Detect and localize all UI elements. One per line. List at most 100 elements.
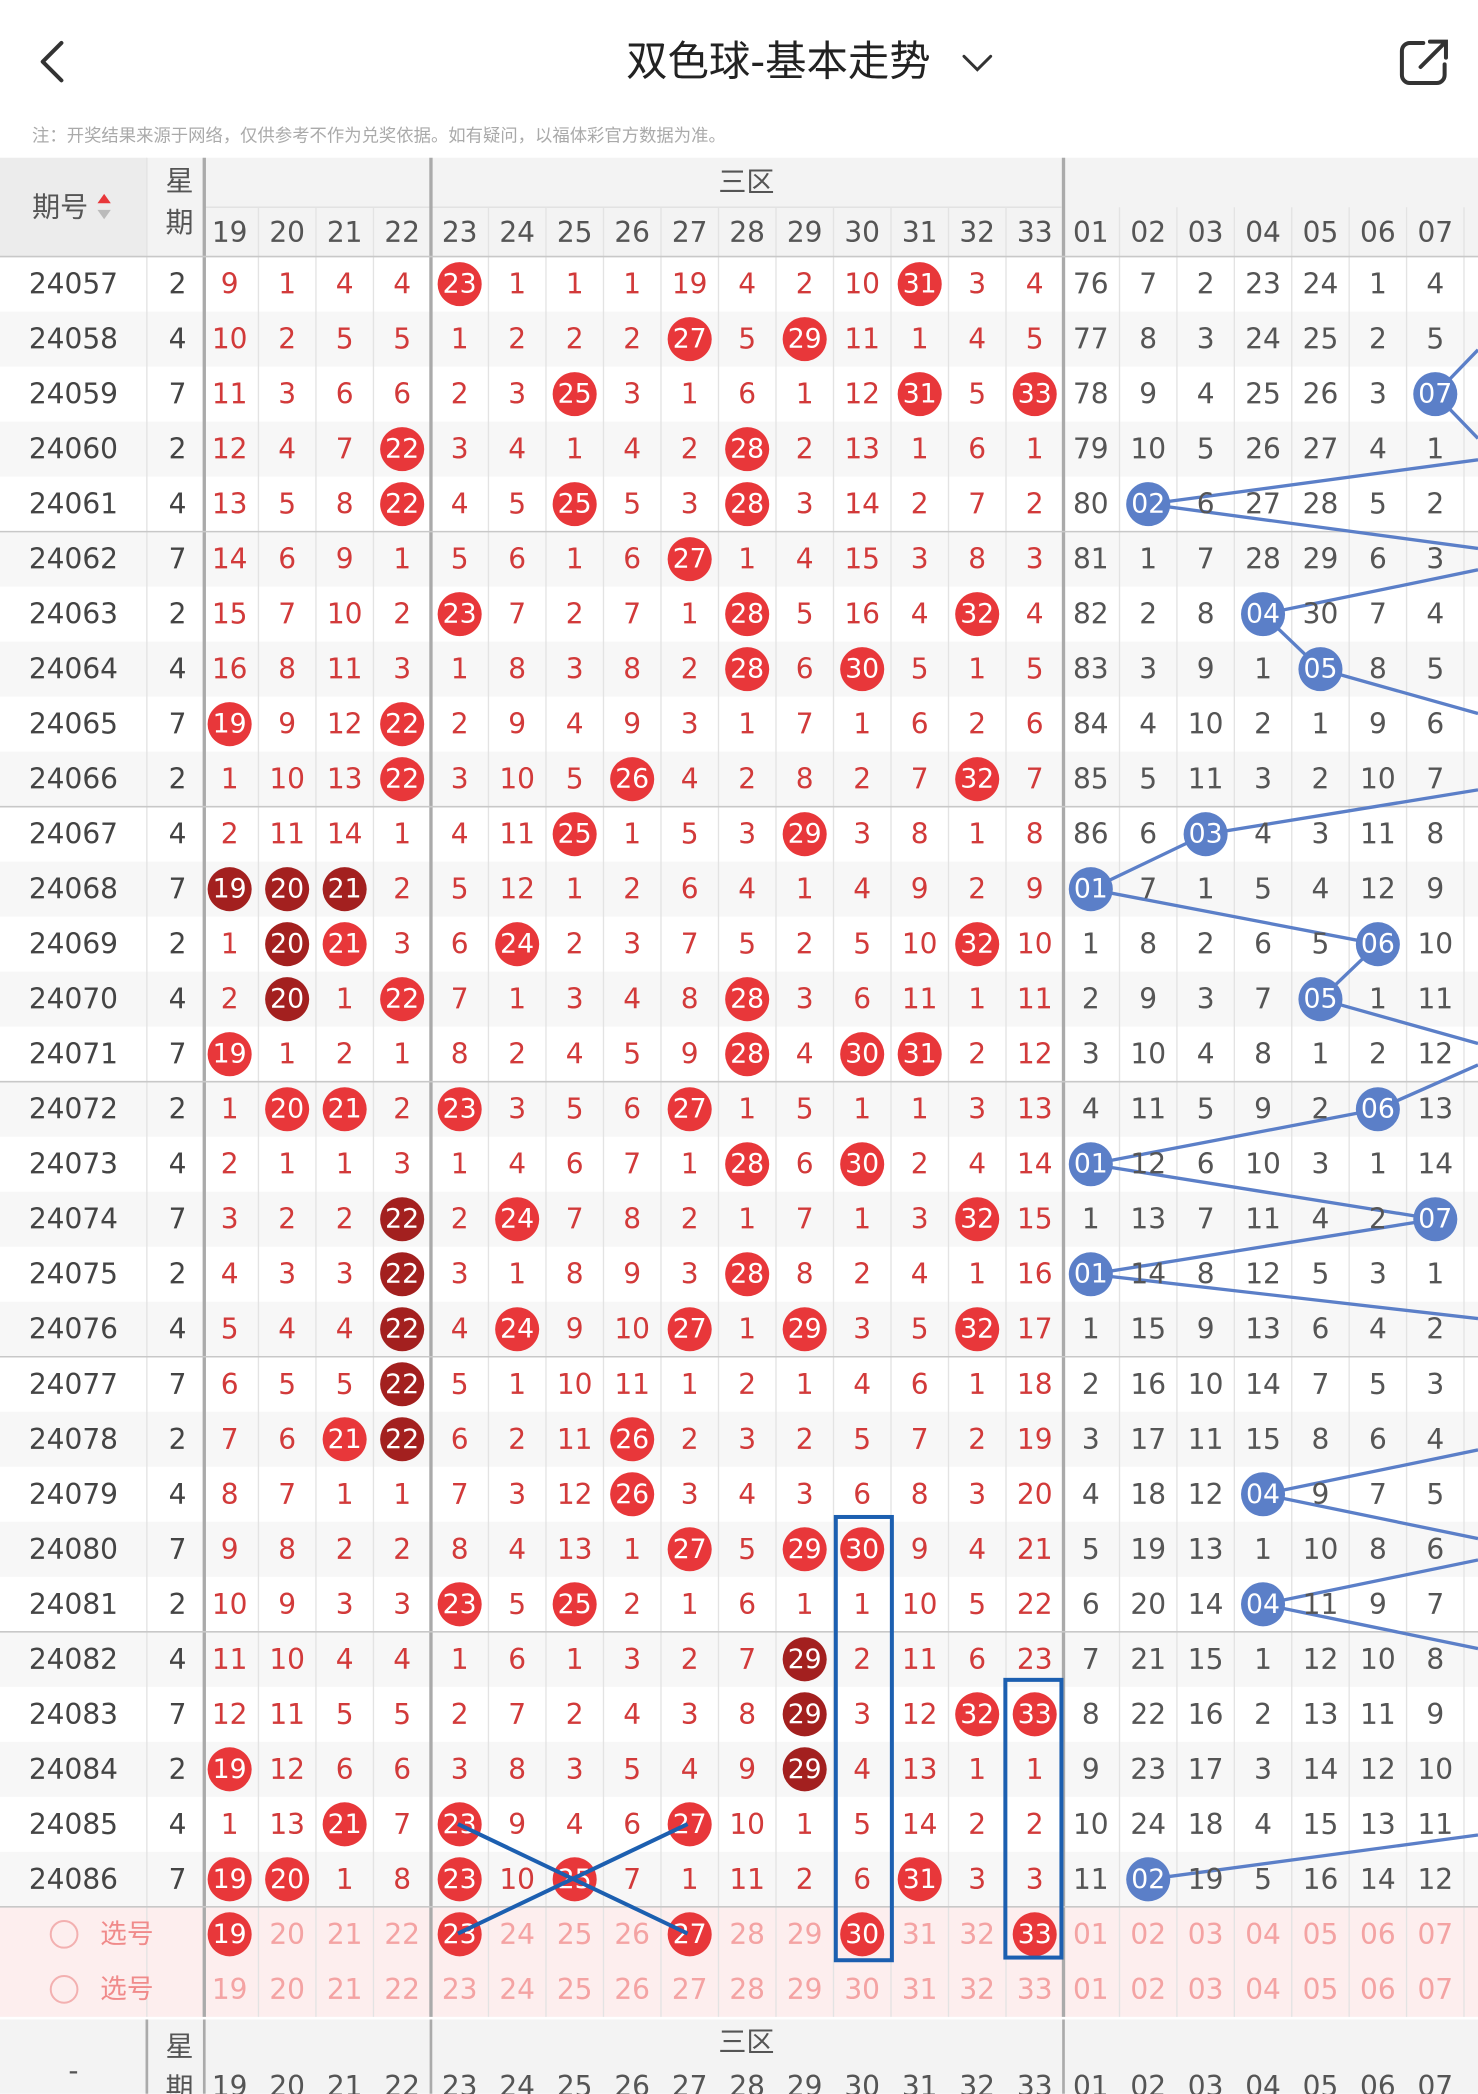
blue-omission: 15 — [1130, 1313, 1166, 1346]
column-label: 29 — [787, 216, 823, 249]
issue-number: 24061 — [29, 488, 118, 521]
blue-omission: 13 — [1245, 1313, 1281, 1346]
pick-number[interactable]: 22 — [384, 1918, 420, 1951]
issue-number: 24072 — [29, 1093, 118, 1126]
pick-number[interactable]: 32 — [959, 1918, 995, 1951]
pick-number[interactable]: 20 — [269, 1918, 305, 1951]
selected-ball[interactable] — [667, 1912, 712, 1957]
red-omission: 12 — [557, 1478, 593, 1511]
pick-number[interactable]: 26 — [614, 1918, 650, 1951]
issue-header[interactable]: 期号 — [32, 191, 88, 224]
pick-number[interactable]: 29 — [787, 1973, 823, 2006]
pick-number[interactable]: 01 — [1073, 1973, 1109, 2006]
pick-number[interactable]: 26 — [614, 1973, 650, 2006]
title-dropdown[interactable]: 双色球-基本走势 — [626, 38, 993, 86]
row-stripe — [0, 1411, 1478, 1467]
selected-ball[interactable] — [840, 1912, 885, 1957]
pick-number[interactable]: 21 — [327, 1918, 363, 1951]
red-omission: 2 — [911, 1148, 929, 1181]
red-ball-number: 32 — [960, 764, 994, 795]
blue-omission: 14 — [1417, 1148, 1453, 1181]
pick-label[interactable]: 选号 — [100, 1974, 153, 2005]
blue-omission: 14 — [1245, 1368, 1281, 1401]
sort-up[interactable] — [97, 193, 111, 204]
red-omission: 16 — [212, 653, 248, 686]
red-omission: 1 — [623, 268, 641, 301]
pick-number[interactable]: 03 — [1188, 1973, 1224, 2006]
pick-label[interactable]: 选号 — [100, 1919, 153, 1950]
pick-number[interactable]: 24 — [499, 1918, 535, 1951]
selected-ball[interactable] — [207, 1912, 252, 1957]
share-button[interactable] — [1399, 39, 1448, 86]
red-omission: 1 — [968, 983, 986, 1016]
pick-number[interactable]: 05 — [1303, 1973, 1339, 2006]
selected-number[interactable]: 33 — [1018, 1919, 1052, 1950]
red-omission: 4 — [968, 1148, 986, 1181]
pick-number[interactable]: 04 — [1245, 1973, 1281, 2006]
selected-number[interactable]: 30 — [845, 1919, 879, 1950]
pick-number[interactable]: 03 — [1188, 1918, 1224, 1951]
blue-ball-number: 01 — [1074, 1149, 1108, 1180]
blue-omission: 6 — [1426, 1533, 1444, 1566]
pick-number[interactable]: 06 — [1360, 1973, 1396, 2006]
pick-checkbox[interactable] — [49, 1919, 79, 1949]
trend-line — [1320, 667, 1478, 716]
blue-ball — [1413, 1197, 1458, 1242]
red-omission: 4 — [451, 1313, 469, 1346]
pick-number[interactable]: 25 — [557, 1918, 593, 1951]
red-omission: 8 — [451, 1038, 469, 1071]
red-ball-number: 22 — [385, 489, 419, 520]
blue-omission: 8 — [1082, 1698, 1100, 1731]
blue-omission: 2 — [1369, 1203, 1387, 1236]
pick-number[interactable]: 28 — [729, 1918, 765, 1951]
pick-number[interactable]: 02 — [1130, 1918, 1166, 1951]
pick-number[interactable]: 29 — [787, 1918, 823, 1951]
pick-number[interactable]: 04 — [1245, 1918, 1281, 1951]
blue-omission: 2 — [1312, 1093, 1330, 1126]
pick-number[interactable]: 07 — [1417, 1973, 1453, 2006]
pick-checkbox[interactable] — [49, 1974, 79, 2004]
blue-omission: 16 — [1303, 1863, 1339, 1896]
blue-ball — [1241, 1582, 1286, 1627]
pick-number[interactable]: 27 — [672, 1973, 708, 2006]
sort-down[interactable] — [97, 209, 111, 220]
red-omission: 4 — [738, 1478, 756, 1511]
red-omission: 1 — [1026, 1753, 1044, 1786]
back-button[interactable] — [40, 40, 64, 83]
pick-number[interactable]: 28 — [729, 1973, 765, 2006]
blue-omission: 2 — [1369, 323, 1387, 356]
pick-number[interactable]: 19 — [212, 1973, 248, 2006]
pick-number[interactable]: 32 — [959, 1973, 995, 2006]
pick-number[interactable]: 07 — [1417, 1918, 1453, 1951]
red-omission: 7 — [508, 1698, 526, 1731]
red-omission: 3 — [508, 1093, 526, 1126]
pick-number[interactable]: 21 — [327, 1973, 363, 2006]
red-omission: 5 — [796, 1093, 814, 1126]
selected-number[interactable]: 19 — [213, 1919, 247, 1950]
selected-number[interactable]: 27 — [673, 1919, 707, 1950]
pick-number[interactable]: 25 — [557, 1973, 593, 2006]
red-omission: 7 — [911, 763, 929, 796]
pick-number[interactable]: 31 — [902, 1973, 938, 2006]
pick-number[interactable]: 33 — [1017, 1973, 1053, 2006]
pick-number[interactable]: 24 — [499, 1973, 535, 2006]
pick-number[interactable]: 20 — [269, 1973, 305, 2006]
pick-number[interactable]: 01 — [1073, 1918, 1109, 1951]
red-omission: 2 — [681, 653, 699, 686]
blue-omission: 4 — [1426, 1423, 1444, 1456]
pick-number[interactable]: 06 — [1360, 1918, 1396, 1951]
selected-ball[interactable] — [1012, 1912, 1057, 1957]
red-omission: 3 — [623, 378, 641, 411]
pick-number[interactable]: 05 — [1303, 1918, 1339, 1951]
issue-number: 24086 — [29, 1863, 118, 1896]
pick-number[interactable]: 31 — [902, 1918, 938, 1951]
red-omission: 2 — [968, 1038, 986, 1071]
pick-number[interactable]: 30 — [844, 1973, 880, 2006]
red-ball — [782, 1527, 827, 1572]
red-omission: 4 — [508, 1148, 526, 1181]
pick-number[interactable]: 02 — [1130, 1973, 1166, 2006]
pick-number[interactable]: 23 — [442, 1973, 478, 2006]
red-omission: 1 — [796, 873, 814, 906]
pick-number[interactable]: 22 — [384, 1973, 420, 2006]
red-omission: 5 — [681, 818, 699, 851]
